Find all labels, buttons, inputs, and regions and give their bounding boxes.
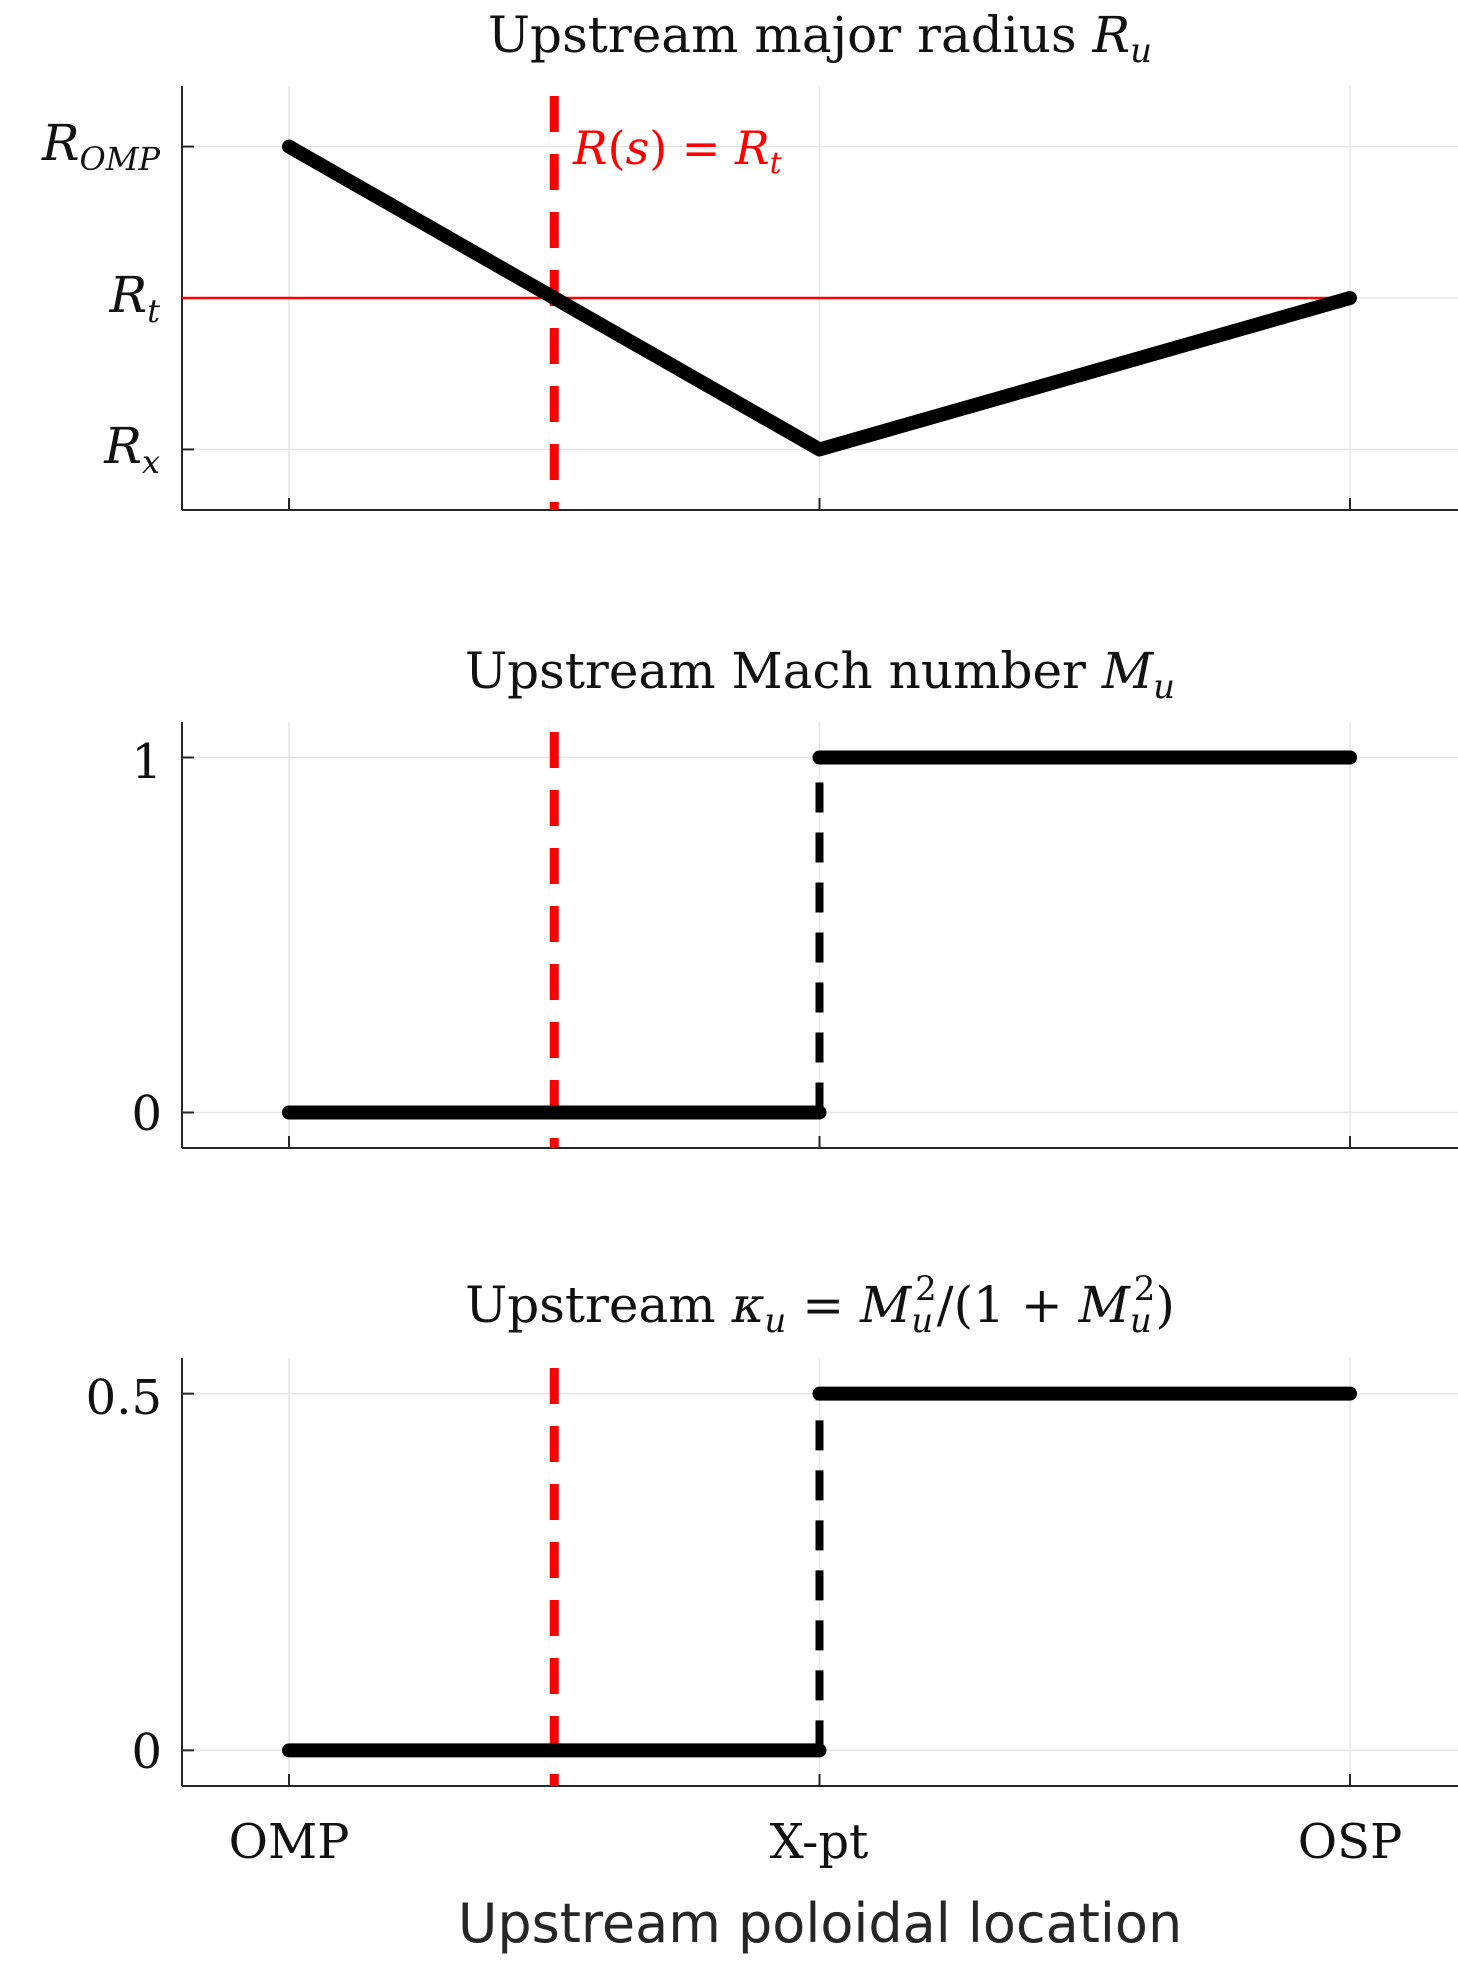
y-tick-label-0-bottom: 0 <box>131 1724 162 1780</box>
panel-1-ticks <box>182 145 1351 510</box>
panel-mach-number: Upstream Mach number Mu 1 0 <box>131 642 1458 1149</box>
y-tick-label-r-t: Rt <box>108 266 160 330</box>
series-line-0 <box>282 139 1357 457</box>
panel-2-title: Upstream Mach number Mu <box>465 642 1175 707</box>
panel-2-marks <box>282 732 1357 1148</box>
panel-2-ticks <box>182 756 1351 1148</box>
y-tick-label-1: 1 <box>131 734 162 790</box>
x-tick-label-omp: OMP <box>229 1814 350 1870</box>
x-axis-label: Upstream poloidal location <box>458 1892 1182 1955</box>
panel-3-ticks <box>182 1392 1351 1786</box>
y-tick-label-0-5: 0.5 <box>86 1370 162 1426</box>
panel-kappa: Upstream κu = Mu2/(1 + Mu2) 0.5 0 <box>86 1269 1458 1787</box>
panel-1-marks <box>182 96 1357 510</box>
annotation-r-s-equals-r-t: R(s) = Rt <box>572 121 783 181</box>
panel-3-marks <box>282 1368 1357 1786</box>
y-tick-label-0: 0 <box>131 1086 162 1142</box>
panel-3-title: Upstream κu = Mu2/(1 + Mu2) <box>465 1269 1175 1341</box>
x-tick-label-osp: OSP <box>1298 1814 1403 1870</box>
x-tick-label-x-pt: X-pt <box>770 1814 869 1870</box>
y-tick-label-r-x: Rx <box>103 417 160 481</box>
panel-1-title: Upstream major radius Ru <box>488 6 1152 71</box>
y-tick-label-r-omp: ROMP <box>41 114 161 178</box>
panel-major-radius: Upstream major radius Ru ROMP Rt Rx R(s)… <box>41 6 1458 511</box>
